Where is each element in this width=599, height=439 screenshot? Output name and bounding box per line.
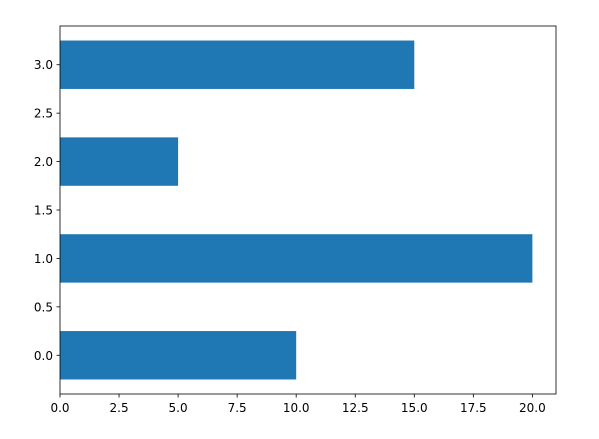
x-tick-label-1: 2.5 <box>110 401 129 415</box>
bar-1 <box>60 234 533 283</box>
y-tick-label-3: 1.5 <box>34 204 53 218</box>
x-tick-label-7: 17.5 <box>460 401 487 415</box>
x-axis: 0.0 2.5 5.0 7.5 10.0 12.5 15.0 17.5 20.0 <box>50 394 546 415</box>
y-tick-label-1: 0.5 <box>34 300 53 314</box>
bar-3 <box>60 40 415 89</box>
y-tick-label-0: 0.0 <box>34 349 53 363</box>
y-tick-label-6: 3.0 <box>34 58 53 72</box>
x-tick-label-2: 5.0 <box>169 401 188 415</box>
x-tick-label-5: 12.5 <box>342 401 369 415</box>
y-axis: 0.0 0.5 1.0 1.5 2.0 2.5 3.0 <box>34 58 60 363</box>
bar-2 <box>60 137 179 186</box>
x-tick-label-3: 7.5 <box>228 401 247 415</box>
y-tick-label-4: 2.0 <box>34 155 53 169</box>
bar-0 <box>60 331 297 380</box>
x-tick-label-6: 15.0 <box>401 401 428 415</box>
x-tick-label-0: 0.0 <box>50 401 69 415</box>
bars <box>60 40 533 380</box>
y-tick-label-2: 1.0 <box>34 252 53 266</box>
y-tick-label-5: 2.5 <box>34 107 53 121</box>
x-tick-label-4: 10.0 <box>283 401 310 415</box>
plot-frame <box>59 25 557 395</box>
x-tick-label-8: 20.0 <box>519 401 546 415</box>
